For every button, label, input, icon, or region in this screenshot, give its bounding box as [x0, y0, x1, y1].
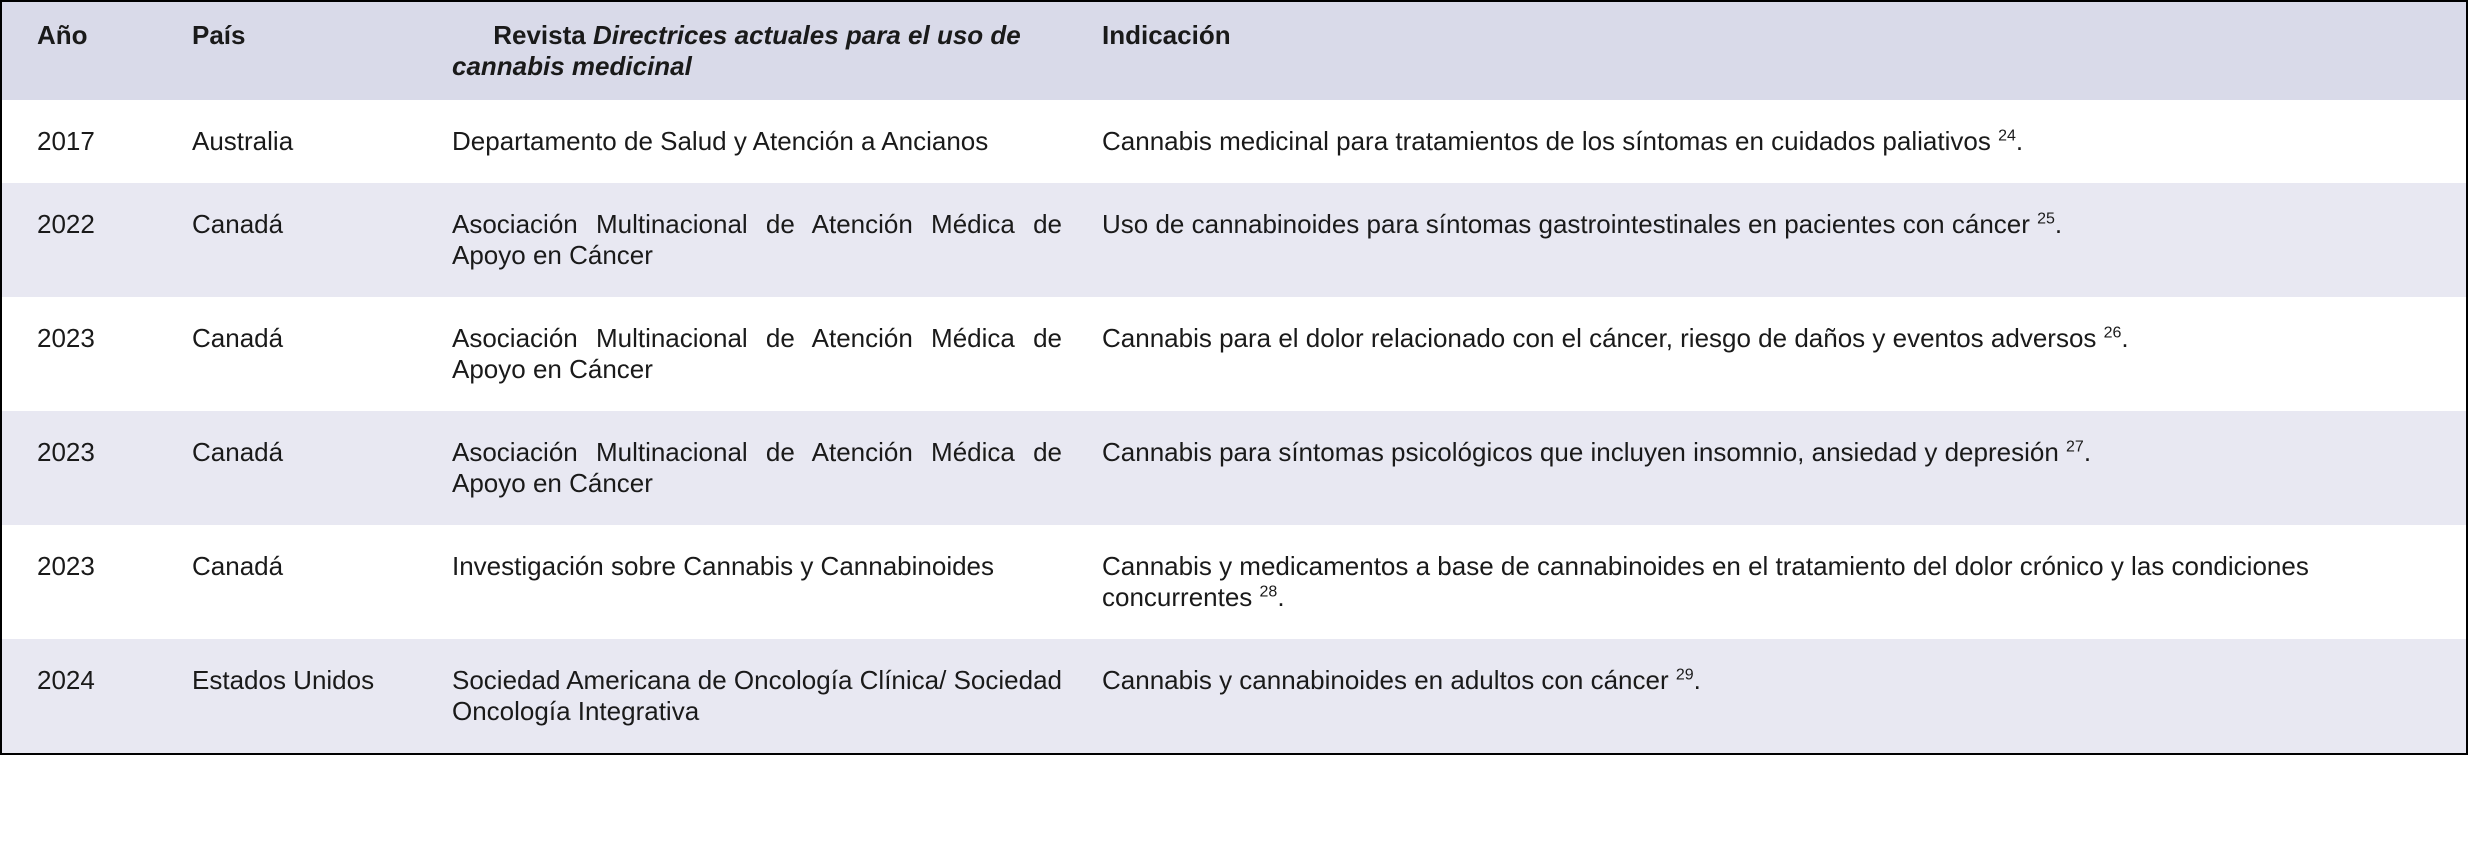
table-row: 2017 Australia Departamento de Salud y A…: [2, 100, 2466, 183]
indication-suffix: .: [2055, 209, 2062, 239]
cell-year: 2023: [2, 297, 172, 411]
cell-year: 2023: [2, 525, 172, 639]
indication-text: Cannabis para el dolor relacionado con e…: [1102, 323, 2104, 353]
cell-journal: Asociación Multinacional de Atención Méd…: [432, 183, 1082, 297]
cell-country: Canadá: [172, 411, 432, 525]
header-journal-prefix: Revista: [493, 20, 593, 50]
cell-country: Canadá: [172, 183, 432, 297]
indication-suffix: .: [1277, 582, 1284, 612]
header-journal: Revista Directrices actuales para el uso…: [432, 2, 1082, 100]
cell-year: 2017: [2, 100, 172, 183]
cell-indication: Cannabis para síntomas psicológicos que …: [1082, 411, 2466, 525]
cell-journal: Departamento de Salud y Atención a Ancia…: [432, 100, 1082, 183]
header-row: Año País Revista Directrices actuales pa…: [2, 2, 2466, 100]
cell-indication: Cannabis y cannabinoides en adultos con …: [1082, 639, 2466, 753]
reference-number: 24: [1998, 127, 2016, 144]
cell-year: 2023: [2, 411, 172, 525]
table-row: 2023 Canadá Asociación Multinacional de …: [2, 411, 2466, 525]
indication-text: Cannabis medicinal para tratamientos de …: [1102, 126, 1998, 156]
indication-suffix: .: [2016, 126, 2023, 156]
reference-number: 25: [2037, 210, 2055, 227]
table-body: 2017 Australia Departamento de Salud y A…: [2, 100, 2466, 753]
cell-indication: Cannabis para el dolor relacionado con e…: [1082, 297, 2466, 411]
guidelines-table-wrapper: Año País Revista Directrices actuales pa…: [0, 0, 2468, 755]
cell-journal: Investigación sobre Cannabis y Cannabino…: [432, 525, 1082, 639]
table-row: 2023 Canadá Asociación Multinacional de …: [2, 297, 2466, 411]
header-country: País: [172, 2, 432, 100]
cell-country: Canadá: [172, 525, 432, 639]
reference-number: 27: [2066, 438, 2084, 455]
cell-year: 2022: [2, 183, 172, 297]
reference-number: 28: [1260, 583, 1278, 600]
cell-country: Estados Unidos: [172, 639, 432, 753]
guidelines-table: Año País Revista Directrices actuales pa…: [2, 2, 2466, 753]
cell-year: 2024: [2, 639, 172, 753]
reference-number: 29: [1676, 666, 1694, 683]
reference-number: 26: [2104, 324, 2122, 341]
table-header: Año País Revista Directrices actuales pa…: [2, 2, 2466, 100]
cell-country: Australia: [172, 100, 432, 183]
cell-indication: Cannabis y medicamentos a base de cannab…: [1082, 525, 2466, 639]
cell-journal: Sociedad Americana de Oncología Clínica/…: [432, 639, 1082, 753]
header-year: Año: [2, 2, 172, 100]
indication-text: Cannabis para síntomas psicológicos que …: [1102, 437, 2066, 467]
table-row: 2023 Canadá Investigación sobre Cannabis…: [2, 525, 2466, 639]
cell-country: Canadá: [172, 297, 432, 411]
cell-indication: Cannabis medicinal para tratamientos de …: [1082, 100, 2466, 183]
cell-journal: Asociación Multinacional de Atención Méd…: [432, 411, 1082, 525]
indication-text: Uso de cannabinoides para síntomas gastr…: [1102, 209, 2037, 239]
cell-journal: Asociación Multinacional de Atención Méd…: [432, 297, 1082, 411]
header-indication: Indicación: [1082, 2, 2466, 100]
indication-text: Cannabis y cannabinoides en adultos con …: [1102, 665, 1676, 695]
indication-suffix: .: [1694, 665, 1701, 695]
table-row: 2022 Canadá Asociación Multinacional de …: [2, 183, 2466, 297]
table-row: 2024 Estados Unidos Sociedad Americana d…: [2, 639, 2466, 753]
cell-indication: Uso de cannabinoides para síntomas gastr…: [1082, 183, 2466, 297]
indication-suffix: .: [2084, 437, 2091, 467]
indication-suffix: .: [2121, 323, 2128, 353]
